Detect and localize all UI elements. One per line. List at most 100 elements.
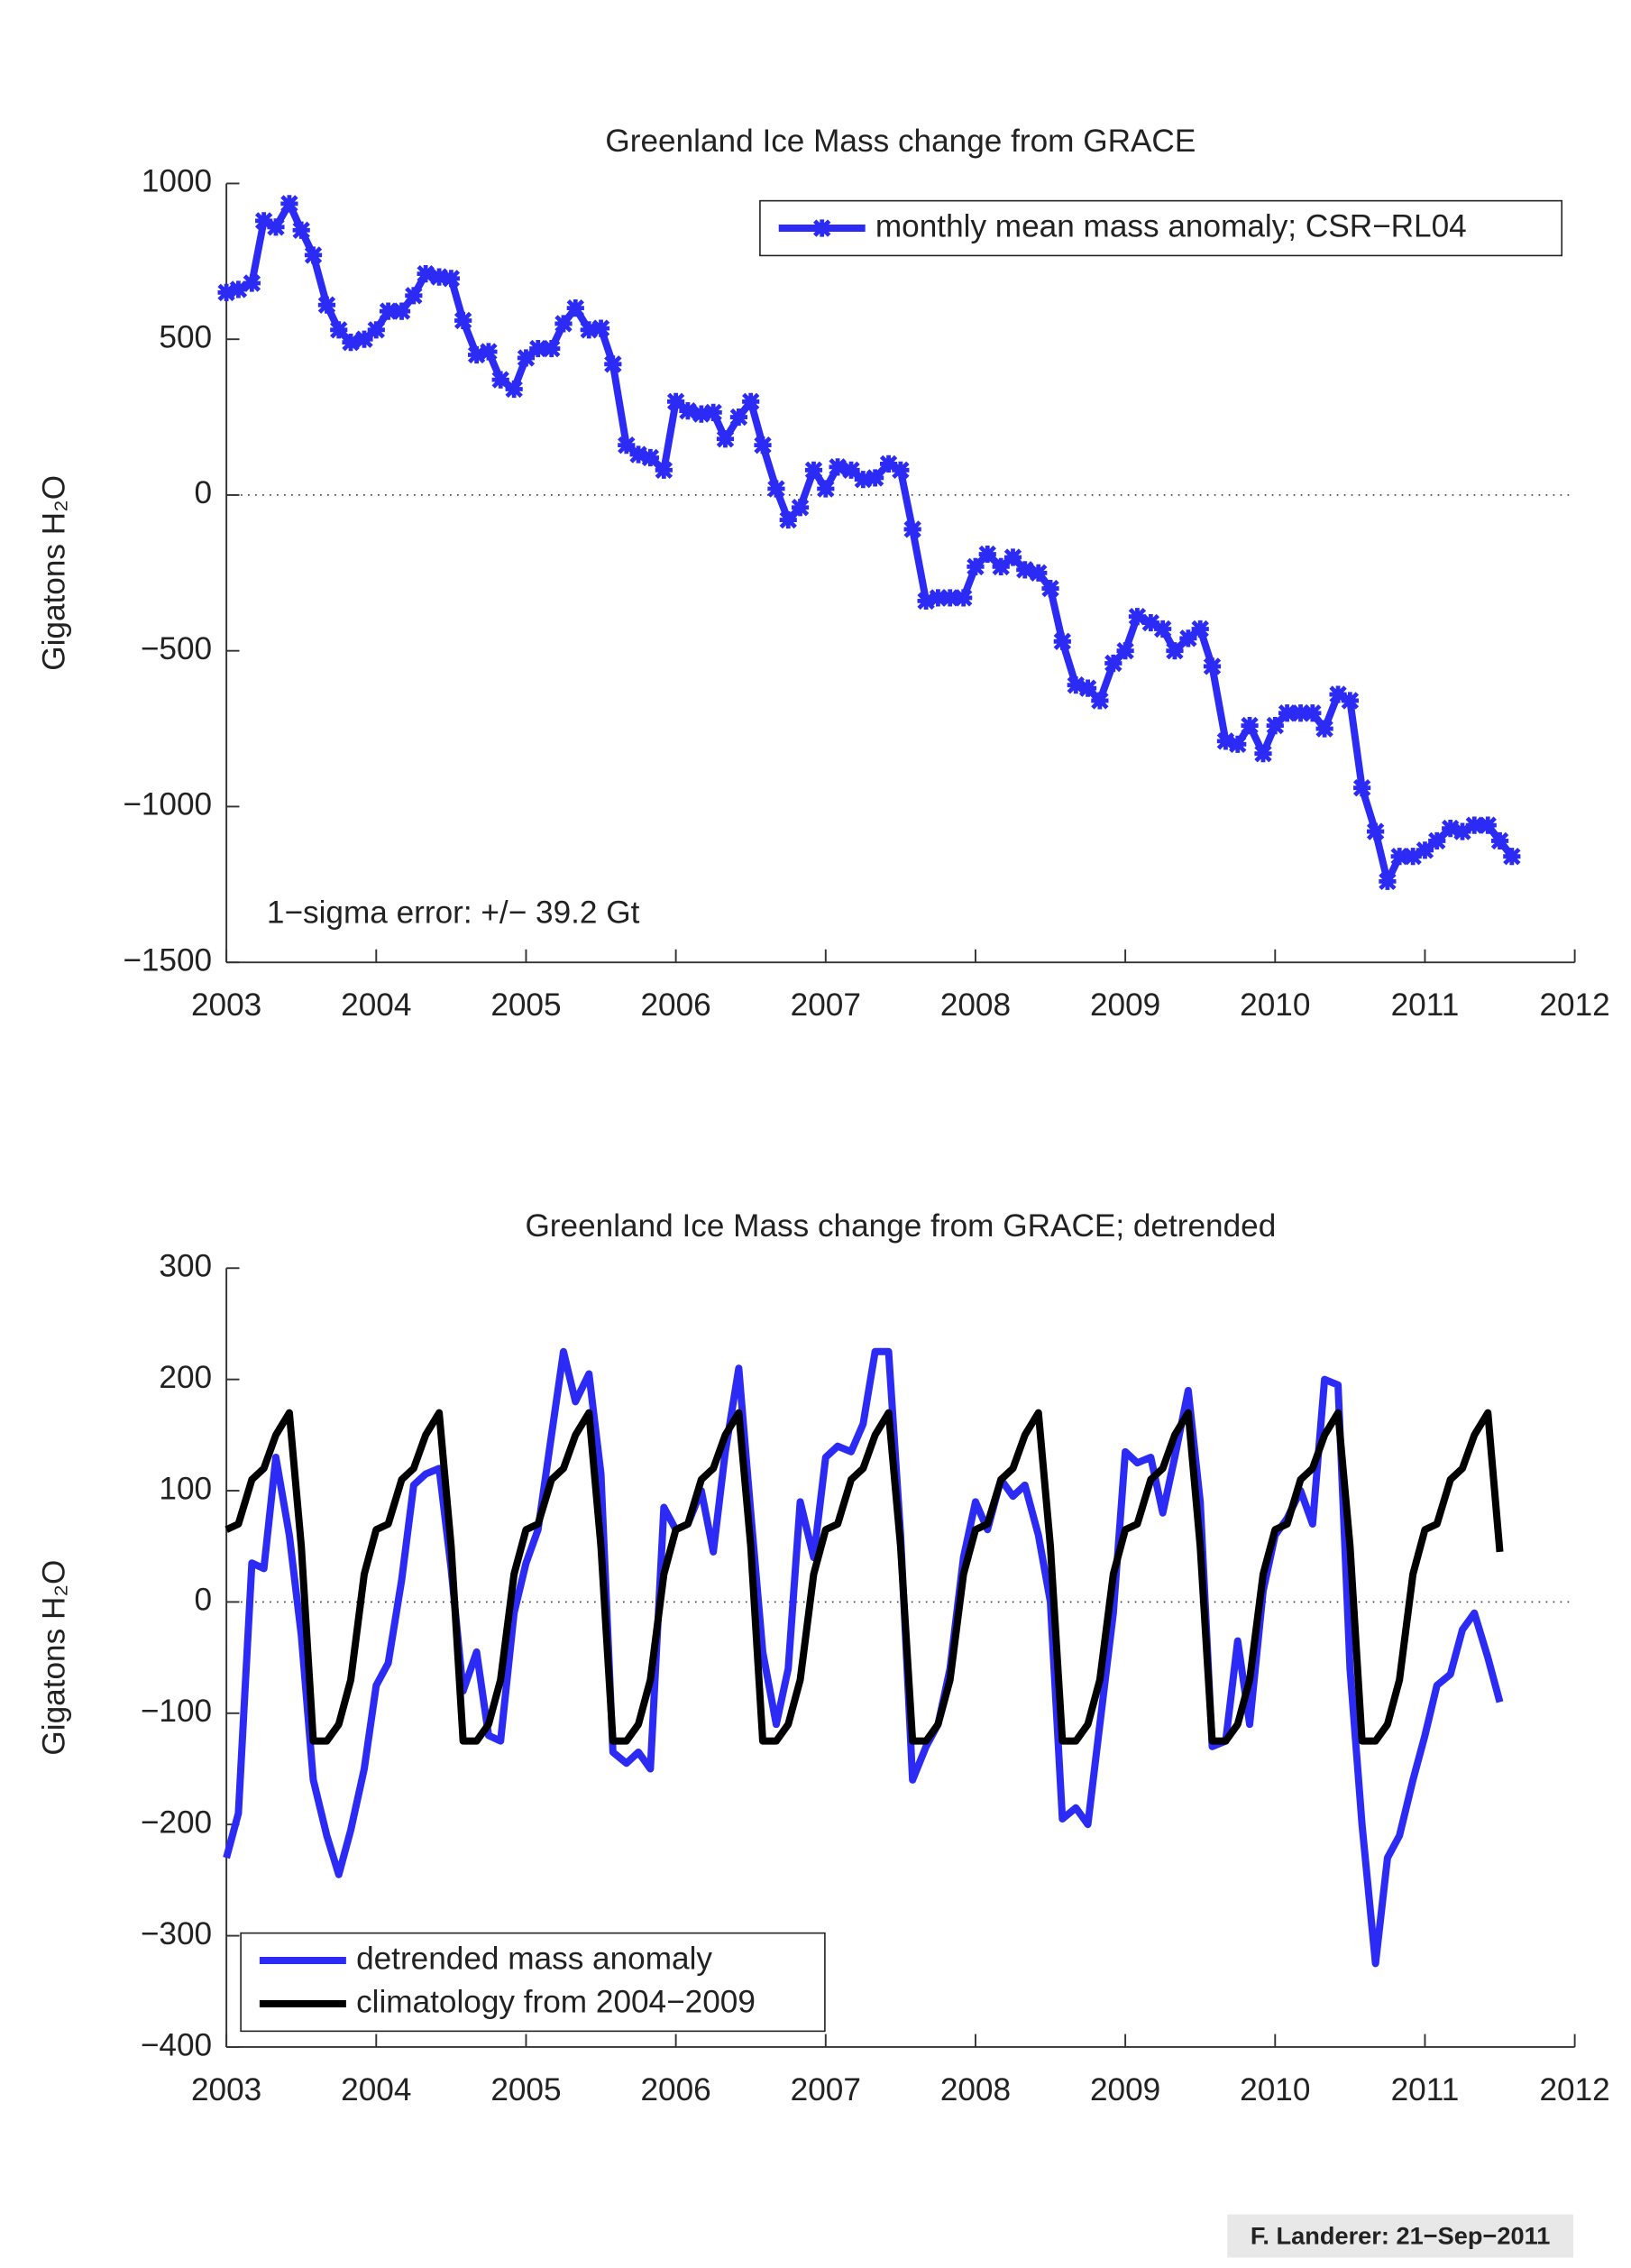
- point-marker: [355, 330, 373, 348]
- point-marker: [1304, 704, 1322, 722]
- y-tick-label: 500: [159, 319, 212, 354]
- series: [223, 1347, 1504, 1968]
- y-tick-label: 1000: [142, 164, 212, 199]
- point-marker: [879, 455, 898, 473]
- series-line: [224, 1409, 1504, 1745]
- point-marker: [1291, 704, 1310, 722]
- point-marker: [505, 380, 523, 399]
- point-marker: [1404, 848, 1422, 866]
- y-tick-label: 300: [159, 1249, 212, 1284]
- point-marker: [1128, 607, 1147, 626]
- point-marker: [666, 392, 685, 410]
- point-marker: [1390, 848, 1408, 866]
- point-marker: [1179, 629, 1197, 647]
- point-marker: [742, 392, 760, 410]
- point-marker: [566, 298, 584, 317]
- y-tick-label: 0: [195, 1583, 213, 1618]
- point-marker: [529, 339, 547, 358]
- point-marker: [829, 458, 847, 476]
- x-tick-label: 2004: [341, 2072, 411, 2107]
- chart-title: Greenland Ice Mass change from GRACE: [605, 124, 1196, 159]
- point-marker: [1503, 848, 1521, 866]
- point-marker: [367, 321, 385, 339]
- legend-label: detrended mass anomaly: [356, 1941, 712, 1976]
- x-tick-label: 2006: [640, 2072, 710, 2107]
- point-marker: [1229, 735, 1247, 754]
- point-marker: [379, 302, 398, 320]
- x-tick-label: 2007: [791, 2072, 861, 2107]
- point-marker: [767, 480, 785, 498]
- point-marker: [817, 480, 835, 498]
- point-marker: [791, 499, 810, 517]
- point-marker: [1091, 692, 1109, 710]
- point-marker: [1153, 620, 1172, 638]
- x-tick-label: 2007: [791, 987, 861, 1023]
- point-marker: [1030, 564, 1048, 583]
- point-marker: [929, 589, 948, 607]
- point-marker: [1141, 613, 1160, 632]
- point-marker: [1216, 732, 1235, 750]
- point-marker: [1278, 704, 1297, 722]
- legend-marker: [813, 219, 831, 237]
- x-tick-label: 2012: [1539, 2072, 1609, 2107]
- point-marker: [417, 264, 435, 283]
- y-tick-label: −1500: [123, 942, 212, 978]
- point-marker: [954, 589, 973, 607]
- series-line: [223, 1347, 1504, 1968]
- point-marker: [467, 345, 486, 364]
- x-tick-label: 2009: [1090, 987, 1160, 1023]
- point-marker: [1416, 841, 1434, 859]
- point-marker: [716, 430, 735, 448]
- point-marker: [1479, 816, 1497, 834]
- point-marker: [978, 545, 996, 564]
- point-marker: [580, 321, 598, 339]
- point-marker: [1465, 816, 1483, 834]
- point-marker: [1016, 561, 1034, 579]
- y-tick-label: −500: [141, 631, 212, 666]
- point-marker: [941, 589, 959, 607]
- point-marker: [641, 448, 660, 467]
- point-marker: [842, 461, 860, 479]
- point-marker: [892, 461, 910, 479]
- point-marker: [543, 339, 561, 358]
- point-marker: [330, 321, 348, 339]
- point-marker: [917, 592, 935, 611]
- point-marker: [992, 557, 1010, 576]
- point-marker: [517, 349, 536, 367]
- y-tick-label: −100: [141, 1694, 212, 1729]
- point-marker: [1453, 822, 1471, 840]
- y-axis-label: Gigatons H₂O: [37, 1560, 72, 1756]
- point-marker: [480, 343, 498, 361]
- point-marker: [317, 296, 336, 314]
- x-tick-label: 2005: [490, 2072, 561, 2107]
- annotation: 1−sigma error: +/− 39.2 Gt: [267, 895, 640, 931]
- point-marker: [804, 461, 823, 479]
- point-marker: [629, 445, 647, 464]
- point-marker: [591, 319, 610, 337]
- point-marker: [1067, 675, 1085, 694]
- legend-label: monthly mean mass anomaly; CSR−RL04: [875, 208, 1467, 243]
- series-line: [225, 199, 1516, 886]
- y-axis-label: Gigatons H₂O: [37, 475, 72, 671]
- legend-box: [759, 199, 1563, 257]
- footer-box: [1227, 2214, 1574, 2258]
- point-marker: [704, 403, 722, 422]
- point-marker: [304, 246, 323, 264]
- point-marker: [967, 557, 985, 576]
- point-marker: [1341, 692, 1360, 710]
- series: [224, 1409, 1504, 1745]
- x-tick-label: 2003: [191, 987, 261, 1023]
- y-tick-label: −1000: [123, 787, 212, 822]
- footer: F. Landerer: 21−Sep−2011: [1251, 2221, 1551, 2249]
- point-marker: [1428, 831, 1446, 850]
- point-marker: [1241, 716, 1259, 735]
- point-marker: [1116, 641, 1134, 660]
- point-marker: [442, 270, 461, 288]
- legend-label: climatology from 2004−2009: [356, 1984, 756, 2019]
- point-marker: [1490, 831, 1509, 850]
- point-marker: [1166, 641, 1184, 660]
- x-tick-label: 2005: [490, 987, 561, 1023]
- x-tick-label: 2011: [1391, 2072, 1460, 2107]
